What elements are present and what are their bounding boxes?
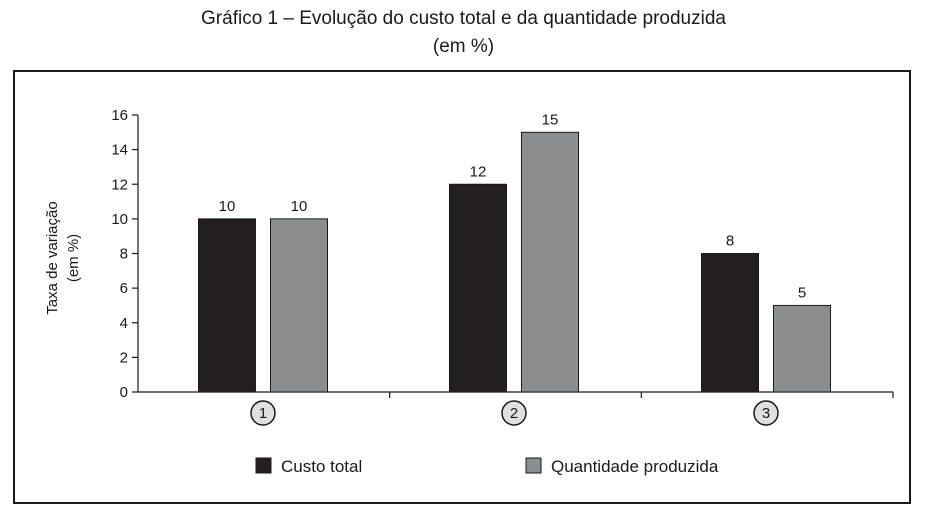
bar-custo-total [198,218,256,393]
legend: Custo total Quantidade produzida [255,457,719,476]
axes: 0 2 4 6 8 10 12 14 16 [111,107,894,401]
y-tick-label: 6 [120,280,128,297]
legend-label: Custo total [281,457,362,476]
y-tick-label: 4 [120,315,128,332]
category-label: 3 [762,405,770,422]
chart-title: Gráfico 1 – Evolução do custo total e da… [201,8,726,29]
bar-custo-total [449,183,507,393]
data-label: 15 [542,111,559,128]
bar-quantidade-produzida [270,218,328,393]
category-label: 1 [259,405,267,422]
data-label: 10 [291,198,308,215]
y-tick-label: 0 [120,384,128,401]
y-tick-label: 10 [111,211,128,228]
data-label: 12 [470,163,487,180]
bar-quantidade-produzida [521,131,579,393]
chart-frame [13,70,911,504]
category-label: 2 [510,405,518,422]
y-axis-label-group: Taxa de variação (em %) [44,201,82,314]
bar-quantidade-produzida [773,304,831,393]
data-label: 8 [726,233,734,250]
bars: 10 10 12 15 8 5 [198,111,831,393]
y-axis-label: Taxa de variação [44,201,61,314]
legend-label: Quantidade produzida [551,457,719,476]
legend-swatch [525,457,542,474]
data-label: 10 [219,198,236,215]
y-tick-label: 12 [111,176,128,193]
y-tick-label: 16 [111,107,128,124]
category-circle [250,400,276,426]
y-tick-label: 2 [120,349,128,366]
y-tick-label: 8 [120,246,128,263]
bar-custo-total [701,253,759,393]
category-circle [753,400,779,426]
y-axis-unit-label: (em %) [65,234,82,282]
chart-subtitle: (em %) [432,36,495,57]
category-markers: 1 2 3 [250,400,779,426]
data-label: 5 [798,284,806,301]
y-tick-label: 14 [111,142,128,159]
legend-swatch [255,457,272,474]
category-circle [501,400,527,426]
